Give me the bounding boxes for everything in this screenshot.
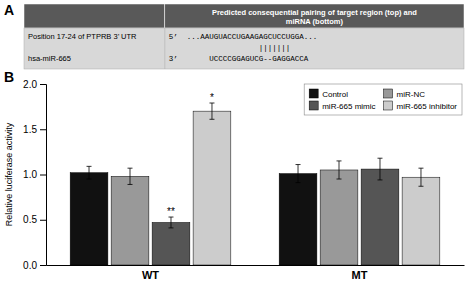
y-tick-label: 2.0 <box>23 79 37 90</box>
panel-label: B <box>4 69 14 85</box>
table-header-cell <box>24 4 165 28</box>
bar <box>70 173 108 265</box>
table-body <box>24 28 464 69</box>
bar-series <box>193 103 440 265</box>
row-label: hsa-miR-665 <box>28 54 71 63</box>
y-tick: 2.0 <box>23 79 46 90</box>
legend-frame <box>304 84 462 115</box>
axis-line <box>47 265 465 266</box>
bar <box>320 170 358 265</box>
row-label: Position 17-24 of PTPRB 3’ UTR <box>28 32 137 41</box>
row-sequence: 3’ UCCCCGGAGUCG--GAGGACCA <box>169 55 309 63</box>
annotation: * <box>210 92 214 103</box>
bar <box>193 111 231 265</box>
y-axis-title: Relative luciferase activity <box>4 122 14 226</box>
table-header: Predicted consequential pairing of targe… <box>212 8 417 26</box>
bar <box>279 174 317 265</box>
bar <box>111 176 149 265</box>
legend-item: miR-NC <box>384 89 426 99</box>
table-divider <box>164 28 165 69</box>
y-tick-mark <box>40 84 46 85</box>
bar-series <box>152 158 399 265</box>
error-bar <box>337 161 342 179</box>
legend-swatch <box>384 89 393 98</box>
legend-item: miR-665 inhibitor <box>384 101 458 111</box>
error-bar <box>418 168 423 186</box>
figure: A Predicted consequential pairing of targ… <box>0 0 474 287</box>
y-tick-label: 1.5 <box>23 124 37 135</box>
panel-label: A <box>4 2 14 18</box>
axis-line <box>40 85 47 266</box>
bar-panel: 0.00.51.01.52.0WTMT***ControlmiR-NCmiR-6… <box>23 79 464 281</box>
error-bar <box>168 217 173 228</box>
bar <box>152 222 190 265</box>
bar <box>402 177 440 265</box>
annotation: ** <box>167 206 175 217</box>
legend-swatch <box>384 101 393 110</box>
bar <box>361 169 399 265</box>
error-bar <box>87 166 92 179</box>
legend-swatch <box>309 89 318 98</box>
error-bar <box>128 168 133 184</box>
row-sequence: ||||||| <box>169 44 291 52</box>
y-tick: 1.0 <box>23 169 46 180</box>
error-bar <box>296 165 301 183</box>
table-header-cell <box>165 4 464 28</box>
legend-label: miR-665 mimic <box>322 102 375 111</box>
legend: Control miR-NC miR-665 mimic miR-665 inhibi… <box>304 84 462 115</box>
y-tick-label: 0.5 <box>23 214 37 225</box>
x-tick-label: WT <box>142 269 159 281</box>
plot-area <box>70 103 440 265</box>
legend-label: miR-665 inhibitor <box>397 102 458 111</box>
x-tick-label: MT <box>352 269 368 281</box>
error-bar <box>377 158 382 180</box>
x-axis: WT MT <box>47 265 465 281</box>
row-sequence: 5’ ...AAUGUACCUGAAGAGCUCCUGGA... <box>169 33 318 41</box>
y-tick-mark <box>40 265 46 266</box>
y-tick-mark <box>40 175 46 176</box>
legend-label: Control <box>322 90 348 99</box>
error-bar <box>209 103 214 119</box>
legend-label: miR-NC <box>397 90 426 99</box>
y-tick-mark <box>40 129 46 130</box>
y-tick-mark <box>40 220 46 221</box>
y-tick-label: 1.0 <box>23 169 37 180</box>
legend-swatch <box>309 101 318 110</box>
legend-item: Control <box>309 89 348 99</box>
legend-item: miR-665 mimic <box>309 101 375 111</box>
y-tick: 0.0 <box>23 260 46 271</box>
bar-series <box>111 161 358 265</box>
y-tick: 1.5 <box>23 124 46 135</box>
y-tick: 0.5 <box>23 214 46 225</box>
x-tick: WT <box>142 265 159 281</box>
y-tick-label: 0.0 <box>23 260 37 271</box>
x-tick: MT <box>352 265 368 281</box>
table-panel: A Predicted consequential pairing of targ… <box>4 2 464 69</box>
y-axis: 0.0 0.5 1.0 1.5 2.0 <box>23 79 46 271</box>
